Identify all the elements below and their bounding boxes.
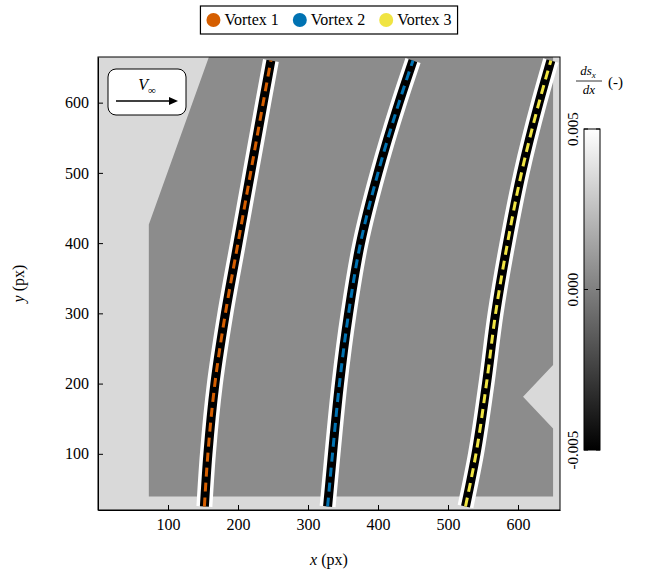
x-tick: 200 [227, 505, 251, 533]
vortex-line [466, 61, 551, 507]
colorbar-tick [596, 129, 600, 130]
x-tick-label: 100 [157, 516, 181, 533]
x-tick-label: 600 [507, 516, 531, 533]
y-tick: 100 [65, 445, 103, 462]
legend-label: Vortex 2 [311, 11, 365, 28]
colorbar-bar [584, 129, 600, 450]
y-tick-label: 400 [65, 235, 89, 252]
y-axis-line [98, 58, 99, 511]
x-tick: 600 [507, 505, 531, 533]
annotation-box [108, 69, 186, 115]
x-tick-mark [448, 505, 449, 510]
y-tick-mark [98, 243, 103, 244]
y-tick-label: 600 [65, 94, 89, 111]
x-tick-mark [308, 505, 309, 510]
annotation: V∞ [108, 69, 186, 115]
x-axis-title: x (px) [309, 551, 348, 569]
legend-swatch [379, 13, 393, 27]
y-tick-label: 200 [65, 375, 89, 392]
x-tick-label: 200 [227, 516, 251, 533]
x-tick: 500 [437, 505, 461, 533]
legend-swatch [206, 13, 220, 27]
colorbar-tick [596, 450, 600, 451]
vortex-line [204, 61, 271, 507]
x-axis: 100 200 300 400 500 600 [99, 505, 561, 533]
legend-label: Vortex 1 [224, 11, 278, 28]
vortex-halo [204, 61, 271, 507]
y-tick: 300 [65, 305, 103, 322]
vortex-line [328, 61, 413, 507]
y-tick-label: 300 [65, 305, 89, 322]
x-tick: 100 [157, 505, 181, 533]
x-tick-label: 400 [367, 516, 391, 533]
vortex-core [204, 61, 271, 507]
vortex-halo [328, 61, 413, 507]
x-tick-mark [168, 505, 169, 510]
x-tick-label: 300 [297, 516, 321, 533]
vortex-halo [466, 61, 551, 507]
y-tick: 500 [65, 165, 103, 182]
x-axis-line [99, 510, 561, 511]
colorbar-tick-label: -0.005 [565, 431, 581, 470]
y-tick: 400 [65, 235, 103, 252]
legend: Vortex 1 Vortex 2 Vortex 3 [200, 6, 457, 34]
arrow-head [169, 97, 178, 105]
x-tick-label: 500 [437, 516, 461, 533]
legend-swatch [293, 13, 307, 27]
arrow-shaft [116, 100, 174, 101]
vortex-core [466, 61, 551, 507]
x-tick-mark [378, 505, 379, 510]
colorbar-label-denominator: dx [583, 82, 596, 97]
colorbar-label-numerator: dsx [580, 63, 596, 80]
y-tick-mark [98, 313, 103, 314]
y-axis: 100 200 300 400 500 600 [65, 58, 103, 511]
background-field [98, 57, 560, 510]
colorbar-tick-label: 0.000 [565, 273, 581, 307]
y-tick-label: 100 [65, 445, 89, 462]
colorbar: -0.005 0.000 0.005 dsx dx (-) [565, 63, 623, 469]
y-tick-mark [98, 454, 103, 455]
colorbar-tick [584, 289, 588, 290]
legend-label: Vortex 3 [397, 11, 451, 28]
colorbar-tick-label: 0.005 [565, 112, 581, 146]
legend-frame [200, 6, 457, 34]
chart: 100 200 300 400 500 600 100 200 300 400 500 600 V∞ x … [0, 0, 646, 577]
data-lines [204, 61, 551, 507]
x-tick-mark [518, 505, 519, 510]
colorbar-label-unit: (-) [608, 74, 623, 91]
x-tick-mark [238, 505, 239, 510]
x-tick: 400 [367, 505, 391, 533]
y-tick: 200 [65, 375, 103, 392]
y-tick-mark [98, 103, 103, 104]
plot-area: 100 200 300 400 500 600 100 200 300 400 500 600 V∞ [65, 57, 561, 533]
background-light [98, 57, 560, 510]
vortex-core [328, 61, 413, 507]
annotation-sub: ∞ [148, 84, 156, 96]
y-tick-mark [98, 384, 103, 385]
colorbar-tick [596, 289, 600, 290]
colorbar-label-sub: x [591, 70, 596, 80]
y-tick-label: 500 [65, 165, 89, 182]
y-tick: 600 [65, 94, 103, 111]
colorbar-tick [584, 129, 588, 130]
plot-frame [98, 57, 560, 510]
colorbar-tick [584, 450, 588, 451]
x-tick: 300 [297, 505, 321, 533]
annotation-text: V∞ [138, 76, 156, 96]
y-axis-title: y (px) [10, 265, 28, 305]
y-tick-mark [98, 173, 103, 174]
